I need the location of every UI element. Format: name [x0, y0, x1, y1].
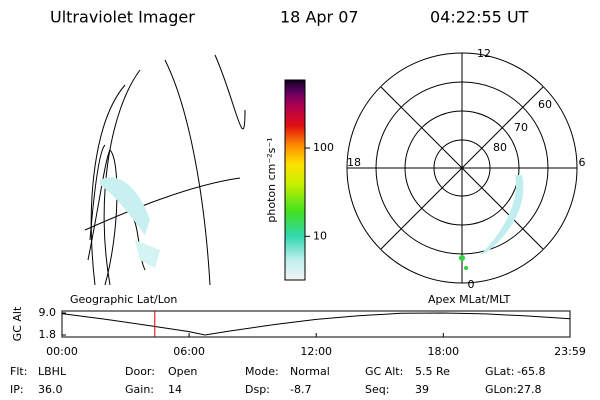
field-label: IP:: [10, 383, 24, 396]
y-tick-label: 1.8: [39, 328, 57, 341]
field-value: 14: [168, 383, 182, 396]
mlt-label: 0: [468, 278, 475, 291]
colorbar-label: photon cm⁻²s⁻¹: [265, 137, 278, 222]
altitude-curve: [61, 312, 571, 336]
polar-plot: [346, 52, 578, 284]
colorbar-tick-label: 100: [313, 141, 334, 154]
lat-label: 70: [514, 121, 528, 134]
x-tick-label: 23:59: [554, 345, 586, 358]
lat-label: 80: [493, 141, 507, 154]
x-tick-label: 00:00: [46, 345, 78, 358]
field-label: Mode:: [245, 365, 279, 378]
date: 18 Apr 07: [280, 8, 359, 27]
lat-label: 60: [538, 98, 552, 111]
field-label: GLat:: [485, 365, 514, 378]
mlt-label: 18: [347, 156, 361, 169]
mlt-label: 6: [579, 156, 586, 169]
geo-map: [84, 54, 246, 286]
field-label: Flt:: [10, 365, 27, 378]
field-label: Door:: [125, 365, 155, 378]
field-label: Gain:: [125, 383, 154, 396]
field-label: Seq:: [365, 383, 389, 396]
y-tick-label: 9.0: [39, 306, 57, 319]
right-title: Apex MLat/MLT: [428, 293, 511, 306]
field-value: 39: [415, 383, 429, 396]
field-label: Dsp:: [245, 383, 270, 396]
field-value: -65.8: [517, 365, 545, 378]
mlt-label: 12: [477, 47, 491, 60]
field-value: -8.7: [290, 383, 311, 396]
x-tick-label: 18:00: [427, 345, 459, 358]
left-title: Geographic Lat/Lon: [70, 293, 177, 306]
time: 04:22:55 UT: [430, 8, 529, 27]
colorbar: [284, 79, 306, 281]
field-label: GC Alt:: [365, 365, 403, 378]
field-value: 5.5 Re: [415, 365, 450, 378]
field-value: Open: [168, 365, 197, 378]
x-tick-label: 06:00: [173, 345, 205, 358]
colorbar-tick-label: 10: [313, 229, 327, 242]
x-tick-label: 12:00: [300, 345, 332, 358]
field-label: GLon:: [485, 383, 517, 396]
y-label: GC Alt: [11, 306, 24, 341]
field-value: 36.0: [38, 383, 63, 396]
field-value: Normal: [290, 365, 330, 378]
field-value: LBHL: [38, 365, 67, 378]
field-value: 27.8: [517, 383, 542, 396]
instrument: Ultraviolet Imager: [50, 8, 195, 27]
